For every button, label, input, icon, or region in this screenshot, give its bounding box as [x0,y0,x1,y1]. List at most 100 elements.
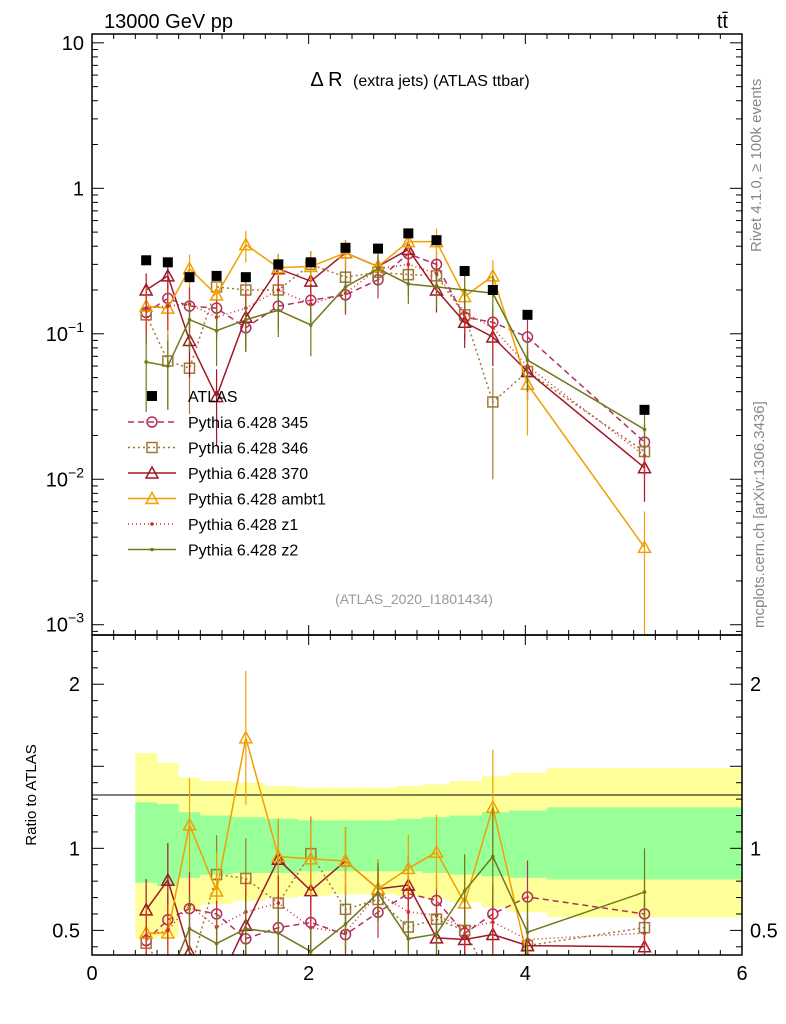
main-y-tick-base-2: 10 [46,324,68,346]
analysis-tag: (ATLAS_2020_I1801434) [335,591,493,607]
ratio-band-green-6 [297,820,331,872]
atlas-data-point-12 [487,284,498,295]
series-2-point-1 [160,268,176,282]
atlas-data-point-6 [305,257,316,268]
ratio-series-group [138,670,652,999]
energy-label: 13000 GeV pp [104,11,233,33]
series-5-point-3 [214,328,219,333]
series-5-ratio-point-8 [376,891,380,895]
series-5-point-1 [166,364,170,368]
series-1-point-12 [487,396,499,408]
chart-title-main: Δ R [310,69,342,91]
series-5-ratio-point-4 [244,926,248,931]
series-2-point-6 [303,273,319,287]
series-2-ratio-point-2 [183,944,196,955]
series-4-point-5 [276,288,281,292]
series-3-ratio-point-7 [338,853,353,867]
atlas-data-point-10 [431,235,442,246]
series-2-point-3 [209,389,224,403]
main-y-tick-base-3: 10 [46,469,68,491]
series-5-point-14 [642,427,647,432]
series-3-ratio-point-10 [429,844,444,858]
atlas-data-points [141,228,650,415]
atlas-data-point-4 [240,272,251,283]
ratio-y-tick-label-right-0: 0.5 [750,920,778,942]
series-2-ratio-point-1 [160,872,176,886]
series-2-ratio-point-3 [211,982,223,993]
ratio-band-green-7 [330,820,363,872]
main-y-tick-label-1: 1 [73,178,84,200]
series-3-point-3 [209,287,224,301]
legend-label-4: Pythia 6.428 z1 [188,517,298,534]
series-3-point-4 [238,237,254,251]
series-4-point-12 [491,325,495,330]
series-5-ratio-point-3 [214,941,219,946]
atlas-data-point-3 [211,270,222,281]
series-1-ratio-point-1 [163,973,173,983]
series-3-point-14 [637,539,652,554]
rivet-version-label: Rivet 4.1.0, ≥ 100k events [748,79,765,252]
x-tick-label-3: 6 [736,963,747,985]
series-5-ratio-point-11 [462,889,467,893]
series-5-ratio-point-14 [642,890,647,894]
series-3-line [146,240,646,548]
ratio-band-green-11 [449,815,482,875]
series-5-ratio-point-9 [406,936,411,941]
legend-label-2: Pythia 6.428 370 [188,466,308,483]
series-5-ratio-point-12 [491,854,495,859]
series-5-ratio-point-13 [525,930,530,935]
legend-marker-5 [150,547,154,552]
series-3-ratio-point-2 [182,817,197,831]
legend-marker-1 [146,441,158,454]
series-3-ratio-point-6 [303,851,319,865]
series-5-point-0 [144,360,148,364]
series-4-ratio-point-5 [276,901,281,905]
series-5-point-4 [244,317,248,322]
legend-marker-4 [150,522,154,526]
series-4-ratio-point-12 [491,920,495,924]
series-1-ratio-point-12 [488,980,498,990]
ratio-uncertainty-bands [135,753,742,939]
series-5-ratio-point-7 [343,922,348,926]
x-tick-label-1: 2 [303,963,314,985]
ratio-y-tick-label-right-1: 1 [750,838,761,860]
legend-label-5: Pythia 6.428 z2 [188,543,298,560]
atlas-data-point-11 [459,266,470,277]
main-y-tick-label-3: 10−2 [46,464,84,491]
series-4-ratio-point-1 [166,928,170,933]
series-5-ratio-point-5 [276,931,281,935]
x-tick-label-0: 0 [86,963,97,985]
legend-marker-3 [144,490,160,505]
series-5-ratio-point-10 [434,932,439,936]
ratio-band-green-12 [482,812,510,877]
ratio-y-tick-label-2: 2 [69,674,80,696]
ratio-band-green-8 [362,820,396,872]
atlas-data-point-8 [373,243,383,254]
main-y-tick-label-2: 10−1 [46,319,84,346]
legend-marker-0 [146,416,158,428]
series-3-ratio-point-4 [238,730,254,744]
series-1-line [145,263,645,453]
main-y-tick-exp-4: −3 [68,610,84,626]
series-5-ratio-point-6 [309,949,313,954]
atlas-data-point-1 [162,257,173,268]
ratio-y-tick-label-1: 1 [69,838,80,860]
series-3-ratio-point-3 [209,883,224,897]
legend-marker-2 [144,465,160,479]
series-3-ratio-line [146,737,528,955]
main-y-tick-label-0: 10 [62,33,84,55]
atlas-data-point-5 [273,259,284,270]
legend-label-0: Pythia 6.428 345 [188,415,308,432]
series-3-ratio-point-14 [639,988,651,999]
series-4-ratio-point-9 [406,910,411,914]
series-5-ratio-point-1 [166,979,170,983]
atlas-data-point-9 [403,228,414,239]
mcplots-label: mcplots.cern.ch [arXiv:1306.3436] [751,401,768,628]
series-4-point-1 [166,304,170,308]
series-5-point-5 [276,308,281,313]
ratio-y-tick-label-right-2: 2 [750,674,761,696]
legend: ATLAS Pythia 6.428 345 Pythia 6.428 346 Pyt… [128,389,326,560]
series-3-ratio-point-5 [271,848,286,863]
